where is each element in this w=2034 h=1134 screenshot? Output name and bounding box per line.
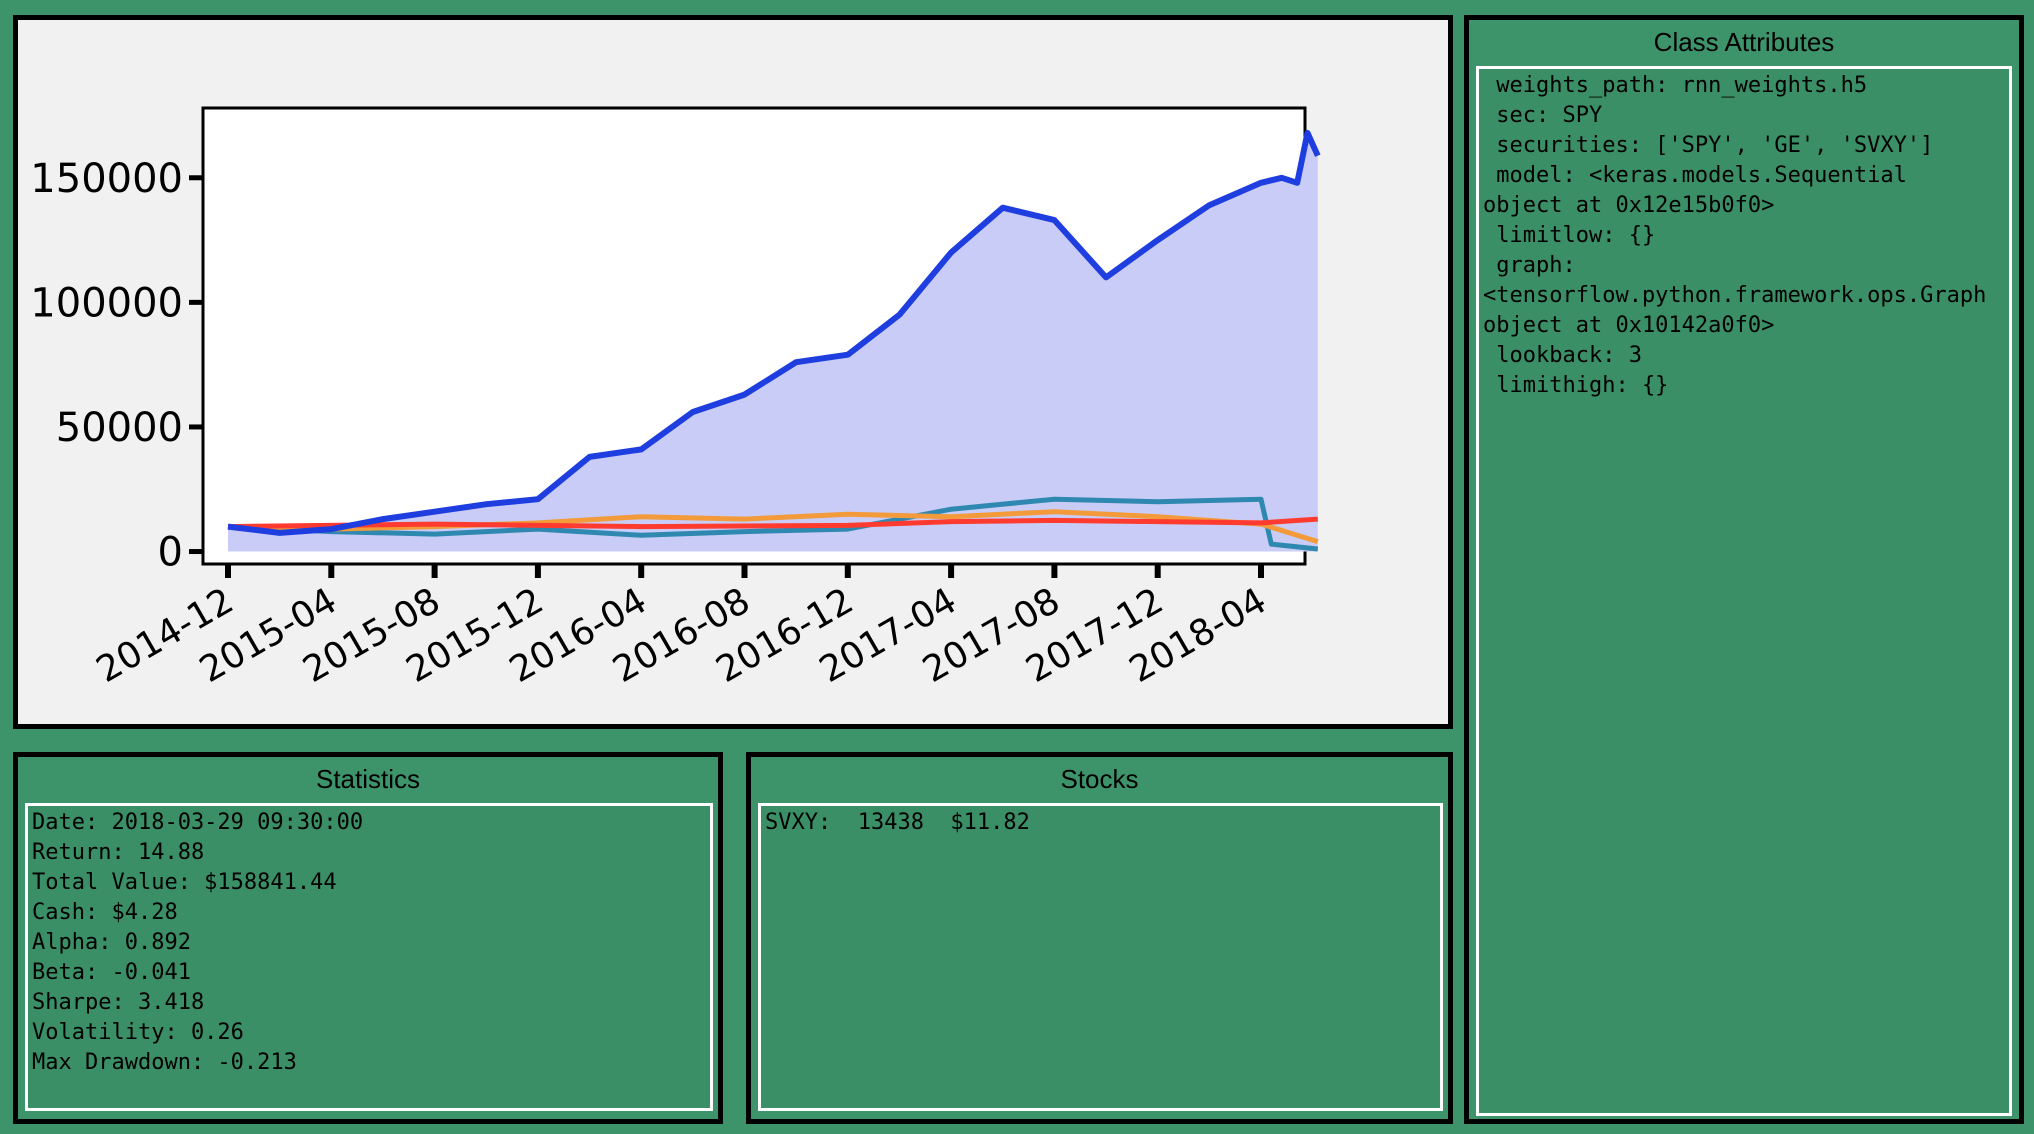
statistic-line: Max Drawdown: -0.213 <box>32 1050 297 1075</box>
attribute-line: <tensorflow.python.framework.ops.Graph <box>1483 283 1987 308</box>
attribute-line: graph: <box>1483 253 1576 278</box>
portfolio-line <box>227 129 1321 536</box>
statistics-panel: Statistics Date: 2018-03-29 09:30:00 Retu… <box>13 752 723 1124</box>
y-tick-label: 0 <box>158 530 183 576</box>
class-attributes-textbox[interactable]: weights_path: rnn_weights.h5 sec: SPY se… <box>1476 66 2012 1116</box>
statistic-line: Date: 2018-03-29 09:30:00 <box>32 810 364 835</box>
y-tick-label: 150000 <box>30 156 183 202</box>
attribute-line: securities: ['SPY', 'GE', 'SVXY'] <box>1483 133 1934 158</box>
portfolio-fill-area <box>228 132 1318 552</box>
x-axis: 2014-122015-042015-082015-122016-042016-… <box>90 564 1274 691</box>
y-tick-label: 50000 <box>56 405 183 451</box>
attribute-line: limitlow: {} <box>1483 223 1656 248</box>
statistic-line: Beta: -0.041 <box>32 960 191 985</box>
statistic-line: Total Value: $158841.44 <box>32 870 337 895</box>
performance-chart: 0 50000 100000 150000 2014-122015-042015-08… <box>30 106 1321 691</box>
stock-line: SVXY: 13438 $11.82 <box>765 810 1030 835</box>
spy-line <box>227 516 1318 530</box>
statistics-title: Statistics <box>315 764 421 794</box>
statistic-line: Return: 14.88 <box>32 840 205 865</box>
y-axis: 0 50000 100000 150000 <box>30 156 203 576</box>
statistic-line: Cash: $4.28 <box>32 900 178 925</box>
statistic-line: Sharpe: 3.418 <box>32 990 205 1015</box>
class-attributes-panel: Class Attributes weights_path: rnn_weigh… <box>1464 15 2024 1124</box>
attribute-line: limithigh: {} <box>1483 373 1669 398</box>
statistic-line: Volatility: 0.26 <box>32 1020 244 1045</box>
svxy-line <box>227 496 1319 552</box>
statistic-line: Alpha: 0.892 <box>32 930 191 955</box>
y-tick-label: 100000 <box>30 280 183 326</box>
attribute-line: object at 0x12e15b0f0> <box>1483 193 1775 218</box>
stocks-textbox[interactable]: SVXY: 13438 $11.82 <box>758 803 1443 1111</box>
attribute-line: weights_path: rnn_weights.h5 <box>1483 73 1868 98</box>
class-attributes-title: Class Attributes <box>1653 27 1835 57</box>
chart-panel: 0 50000 100000 150000 2014-12 2015-04 2015-08… <box>13 15 1453 729</box>
stocks-title: Stocks <box>1060 764 1139 794</box>
attribute-line: model: <keras.models.Sequential <box>1483 163 1907 188</box>
statistics-textbox[interactable]: Date: 2018-03-29 09:30:00 Return: 14.88 To… <box>25 803 713 1111</box>
ge-line <box>227 509 1319 544</box>
stocks-panel: Stocks SVXY: 13438 $11.82 <box>746 752 1453 1124</box>
attribute-line: lookback: 3 <box>1483 343 1642 368</box>
attribute-line: object at 0x10142a0f0> <box>1483 313 1775 338</box>
attribute-line: sec: SPY <box>1483 103 1603 128</box>
